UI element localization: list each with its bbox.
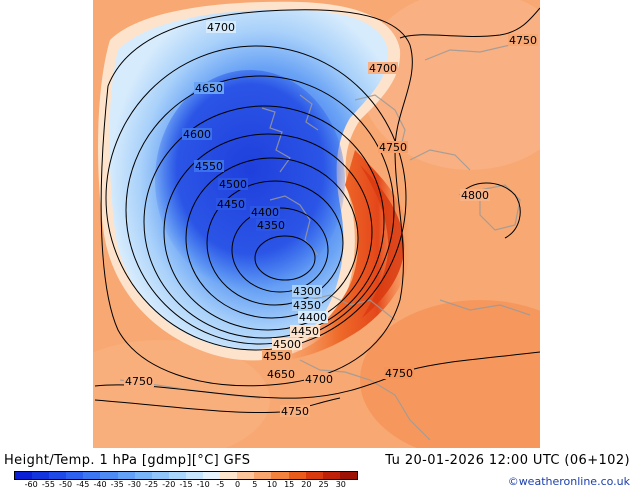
color-scale-tick: -35 [110, 480, 124, 489]
color-swatch [322, 472, 340, 479]
color-swatch [100, 472, 118, 479]
contour-label: 4750 [509, 34, 537, 47]
color-swatch [305, 472, 323, 479]
contour-label: 4800 [461, 189, 489, 202]
warm-band [280, 150, 411, 360]
valid-time: Tu 20-01-2026 12:00 UTC (06+102) [385, 453, 630, 468]
color-scale-tick: -20 [162, 480, 176, 489]
contour-label: 4750 [385, 367, 413, 380]
color-scale-tick: -25 [145, 480, 159, 489]
color-swatch [203, 472, 221, 479]
color-scale-tick: -15 [179, 480, 193, 489]
color-swatch [237, 472, 255, 479]
color-swatch [66, 472, 84, 479]
color-swatch [168, 472, 186, 479]
color-swatch [117, 472, 135, 479]
contour-label: 4350 [293, 299, 321, 312]
contour-label: 4700 [207, 21, 235, 34]
color-scale-tick: -5 [216, 480, 225, 489]
color-scale-tick: -50 [59, 480, 73, 489]
color-scale-tick: -55 [41, 480, 55, 489]
color-swatch [185, 472, 204, 479]
color-scale-tick: -30 [127, 480, 141, 489]
contour-label: 4750 [281, 405, 309, 418]
color-scale-bar [14, 471, 358, 480]
contour-label: 4700 [369, 62, 397, 75]
height-contours [94, 7, 540, 414]
color-swatch [49, 472, 67, 479]
color-scale-tick: 30 [335, 480, 346, 489]
contour-label: 4650 [195, 82, 223, 95]
contour-label: 4550 [263, 350, 291, 363]
color-scale-ticks: -60 -55 -50 -45 -40 -35 -30 -25 -20 -15 -10 -5 0 5 10 1… [14, 481, 358, 491]
contour-label: 4750 [125, 375, 153, 388]
contour-label: 4550 [195, 160, 223, 173]
color-scale-tick: -45 [76, 480, 90, 489]
contour-label: 4750 [379, 141, 407, 154]
contour-label: 4600 [183, 128, 211, 141]
map-footer: Height/Temp. 1 hPa [gdmp][°C] GFS Tu 20-… [0, 448, 634, 490]
contour-label: 4650 [267, 368, 295, 381]
color-swatch [271, 472, 289, 479]
color-swatch [134, 472, 152, 479]
contour-label: 4350 [257, 219, 285, 232]
contour-label: 4400 [299, 311, 327, 324]
contour-label: 4400 [251, 206, 279, 219]
map-title: Height/Temp. 1 hPa [gdmp][°C] GFS [4, 453, 251, 468]
contour-label: 4700 [305, 373, 333, 386]
color-scale-tick: -60 [24, 480, 38, 489]
color-swatch [288, 472, 306, 479]
color-swatch [339, 472, 357, 479]
contour-label: 4450 [217, 198, 245, 211]
color-scale-tick: 25 [318, 480, 329, 489]
color-scale-tick: 0 [235, 480, 241, 489]
contour-label: 4500 [273, 338, 301, 351]
color-scale-tick: 10 [266, 480, 278, 489]
contour-label: 4300 [293, 285, 321, 298]
cold-core [155, 70, 345, 290]
color-scale-tick: -10 [196, 480, 210, 489]
color-swatch [254, 472, 272, 479]
color-swatch [15, 472, 33, 479]
contour-label: 4500 [219, 178, 247, 191]
credit-link[interactable]: ©weatheronline.co.uk [507, 475, 630, 488]
color-scale-tick: 15 [284, 480, 295, 489]
color-swatch [83, 472, 101, 479]
color-scale-tick: 5 [252, 480, 258, 489]
color-swatch [151, 472, 169, 479]
color-scale-tick: -40 [93, 480, 107, 489]
weather-map: 4700 4750 4700 4650 4600 4550 4500 4450 … [93, 0, 540, 448]
contour-label: 4450 [291, 325, 319, 338]
color-scale-tick: 20 [301, 480, 312, 489]
color-swatch [220, 472, 238, 479]
color-swatch [32, 472, 50, 479]
